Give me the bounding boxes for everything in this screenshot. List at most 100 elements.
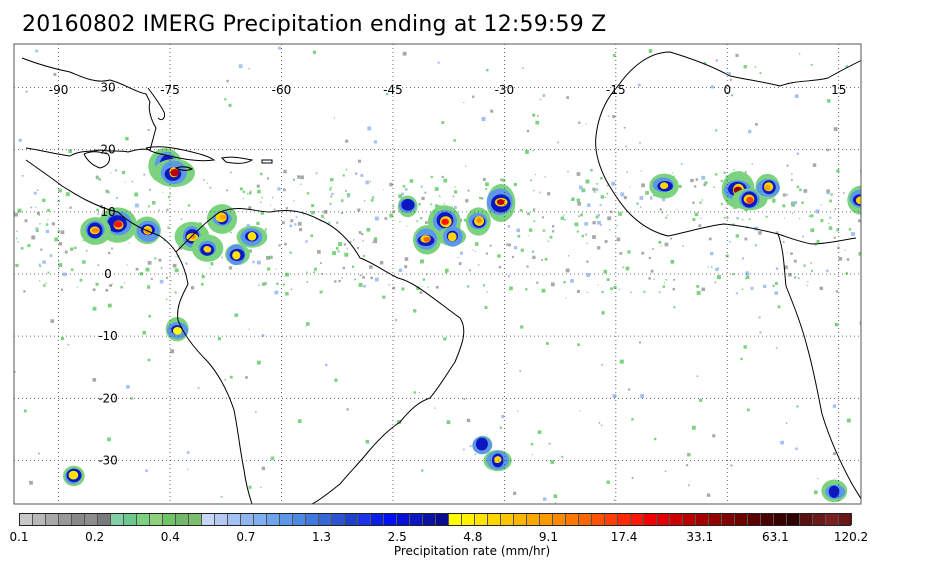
colorbar-swatch	[656, 513, 670, 525]
colorbar-swatch	[32, 513, 46, 525]
colorbar-swatch	[110, 513, 124, 525]
precip-cell	[225, 243, 250, 266]
colorbar-swatch	[370, 513, 384, 525]
colorbar-swatch	[604, 513, 618, 525]
colorbar-swatch	[188, 513, 202, 525]
colorbar-swatch	[812, 513, 826, 525]
lon-tick-label: -60	[272, 83, 292, 97]
colorbar-swatch	[786, 513, 800, 525]
lat-tick-label: -20	[98, 391, 118, 405]
lat-tick-label: -30	[98, 453, 118, 467]
colorbar-swatch	[565, 513, 579, 525]
colorbar-tick-label: 33.1	[686, 530, 714, 544]
colorbar-swatch	[422, 513, 436, 525]
precip-cell	[465, 207, 491, 236]
colorbar-swatch	[591, 513, 605, 525]
colorbar-swatch	[45, 513, 59, 525]
colorbar-tick-label: 1.3	[311, 530, 332, 544]
lon-tick-label: 15	[831, 83, 846, 97]
map-frame	[13, 43, 862, 505]
precipitation-map: -90 -75 -60 -45 -30 -15 0 15 30 20 10 0 -10 -20 -30	[13, 43, 862, 505]
precip-cell	[397, 195, 418, 218]
colorbar-swatch	[734, 513, 748, 525]
lon-tick-label: -15	[606, 83, 626, 97]
graticule: -90 -75 -60 -45 -30 -15 0 15 30 20 10 0 -10 -20 -30	[14, 44, 861, 504]
colorbar-swatch	[708, 513, 722, 525]
colorbar-swatch	[331, 513, 345, 525]
colorbar-title: Precipitation rate (mm/hr)	[393, 544, 551, 558]
colorbar-swatch	[58, 513, 72, 525]
colorbar-swatch	[201, 513, 215, 525]
colorbar-tick-label: 17.4	[610, 530, 638, 544]
colorbar-swatch	[799, 513, 813, 525]
colorbar-tick-label: 2.5	[387, 530, 407, 544]
colorbar-swatch	[227, 513, 241, 525]
coastline-cuba	[145, 146, 216, 162]
colorbar-swatch	[643, 513, 657, 525]
coastline-puerto-rico	[261, 159, 273, 164]
colorbar-swatch	[149, 513, 163, 525]
colorbar-swatch	[214, 513, 228, 525]
colorbar-swatch	[396, 513, 410, 525]
colorbar-swatch	[695, 513, 709, 525]
precip-cell	[649, 173, 679, 199]
colorbar-tick-label: 4.8	[463, 530, 483, 544]
coastline-gulf-of-guinea	[777, 233, 857, 245]
map-title: 20160802 IMERG Precipitation ending at 1…	[22, 12, 607, 37]
precip-cell	[486, 184, 516, 223]
colorbar-swatch	[669, 513, 683, 525]
precip-cell	[821, 479, 848, 503]
colorbar-swatch	[344, 513, 358, 525]
colorbar-swatch	[513, 513, 527, 525]
colorbar-swatch	[292, 513, 306, 525]
colorbar-swatch	[175, 513, 189, 525]
colorbar-swatch	[682, 513, 696, 525]
coastline-central-america	[25, 159, 177, 253]
colorbar-swatch	[448, 513, 462, 525]
colorbar-swatch	[539, 513, 553, 525]
lon-tick-label: -75	[160, 83, 180, 97]
colorbar-swatch	[318, 513, 332, 525]
coastline-hispaniola	[220, 156, 254, 164]
lat-tick-label: 20	[100, 143, 115, 157]
colorbar-swatch	[617, 513, 631, 525]
lat-tick-label: 0	[104, 267, 112, 281]
colorbar-frame	[19, 513, 851, 526]
colorbar-swatch	[162, 513, 176, 525]
colorbar-tick-label: 120.2	[833, 530, 869, 544]
colorbar-swatch	[305, 513, 319, 525]
colorbar-swatch	[71, 513, 85, 525]
colorbar-swatch	[773, 513, 787, 525]
precip-cell	[755, 173, 780, 200]
precip-cell	[483, 449, 512, 472]
lon-tick-label: -90	[49, 83, 69, 97]
colorbar-swatch	[266, 513, 280, 525]
coastline-north-america	[21, 57, 157, 157]
colorbar-tick-label: 63.1	[762, 530, 789, 544]
lat-tick-label: -10	[98, 329, 118, 343]
colorbar-tick-label: 0.7	[236, 530, 256, 544]
colorbar-swatch	[838, 513, 852, 525]
colorbar-swatch	[97, 513, 111, 525]
colorbar-swatch	[526, 513, 540, 525]
colorbar-swatch	[84, 513, 98, 525]
precip-cell	[437, 226, 467, 247]
colorbar-swatch	[461, 513, 475, 525]
precip-cell	[236, 225, 268, 248]
colorbar-swatch	[240, 513, 254, 525]
colorbar-tick-label: 0.4	[160, 530, 180, 544]
colorbar-tick-label: 0.1	[9, 530, 29, 544]
colorbar-swatch	[825, 513, 839, 525]
precip-cell	[412, 225, 442, 255]
precip-cell	[472, 435, 493, 455]
lon-tick-label: -30	[495, 83, 515, 97]
precip-cell	[191, 234, 224, 262]
light-rain-speckle	[14, 46, 861, 504]
colorbar-swatch	[578, 513, 592, 525]
colorbar-swatch	[357, 513, 371, 525]
colorbar-swatch	[721, 513, 735, 525]
colorbar-swatch	[136, 513, 150, 525]
coastline-yucatan	[83, 151, 111, 169]
colorbar-swatch	[409, 513, 423, 525]
precip-cell	[62, 465, 85, 487]
